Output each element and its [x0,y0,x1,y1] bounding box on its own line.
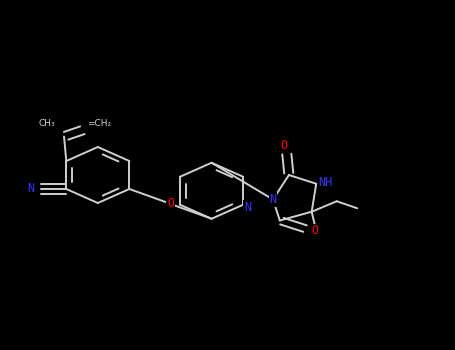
Text: O: O [167,197,174,210]
Text: CH₃: CH₃ [38,119,55,128]
Text: N: N [244,201,251,214]
Text: =CH₂: =CH₂ [87,119,111,128]
Text: N: N [27,182,35,196]
Text: O: O [312,224,319,238]
Text: NH: NH [318,175,333,189]
Text: N: N [269,193,277,206]
Text: O: O [281,139,288,153]
